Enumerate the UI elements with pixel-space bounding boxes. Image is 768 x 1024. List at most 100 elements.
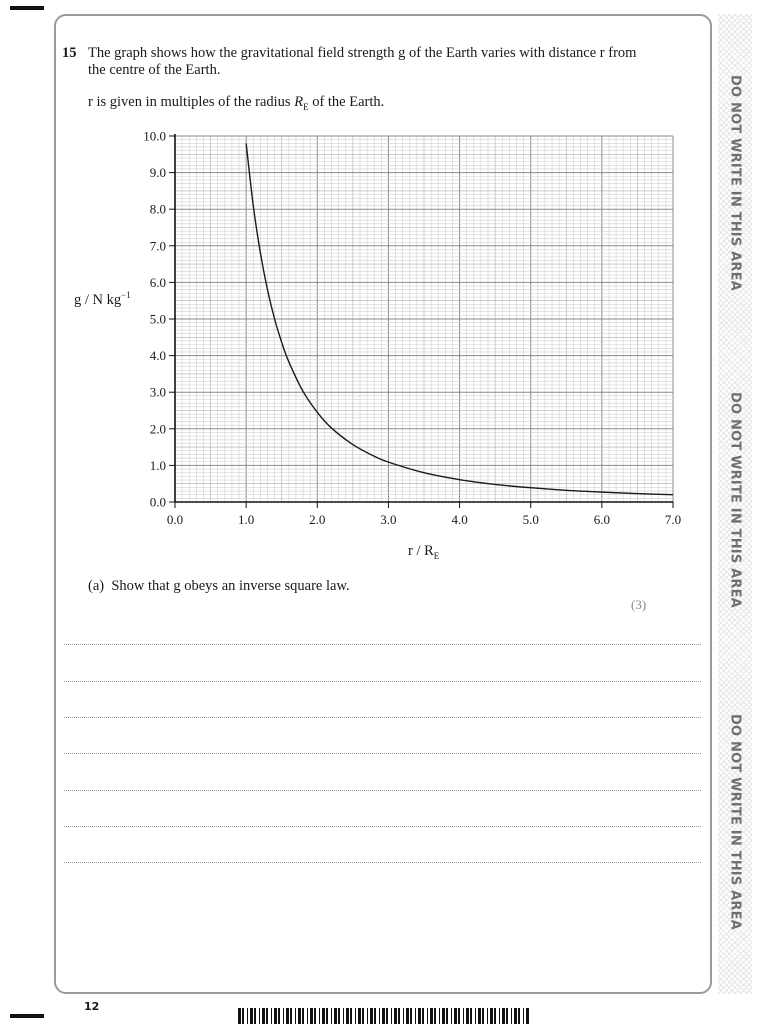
y-tick-label: 7.0 (150, 238, 166, 253)
y-tick-label: 10.0 (143, 129, 166, 144)
y-tick-label: 3.0 (150, 385, 166, 400)
x-tick-label: 0.0 (167, 512, 183, 527)
barcode-bar (391, 1008, 392, 1024)
barcode-bar (295, 1008, 296, 1024)
barcode-bar (463, 1008, 464, 1024)
question-note: r is given in multiples of the radius RE… (88, 94, 385, 112)
y-tick-label: 0.0 (150, 495, 166, 510)
answer-line[interactable] (64, 862, 701, 863)
barcode-bar (274, 1008, 277, 1024)
barcode-bar (490, 1008, 493, 1024)
barcode-bar (422, 1008, 424, 1024)
answer-line[interactable] (64, 681, 701, 682)
barcode-bar (386, 1008, 388, 1024)
chart-curve (245, 143, 674, 496)
y-tick-label: 1.0 (150, 458, 166, 473)
answer-line[interactable] (64, 790, 701, 791)
barcode-bar (370, 1008, 373, 1024)
barcode-bar (319, 1008, 320, 1024)
barcode-bar (290, 1008, 292, 1024)
barcode-bar (406, 1008, 409, 1024)
barcode-bar (526, 1008, 529, 1024)
barcode-bar (475, 1008, 476, 1024)
g-vs-r-curve (245, 143, 674, 496)
barcode-bar (283, 1008, 284, 1024)
x-tick-label: 7.0 (665, 512, 681, 527)
answer-line[interactable] (64, 753, 701, 754)
barcode-bar (259, 1008, 260, 1024)
barcode-bar (254, 1008, 256, 1024)
barcode-bar (367, 1008, 368, 1024)
y-tick-label: 8.0 (150, 202, 166, 217)
x-tick-label: 1.0 (238, 512, 254, 527)
barcode-bar (523, 1008, 524, 1024)
barcode-bar (382, 1008, 385, 1024)
barcode-bar (439, 1008, 440, 1024)
barcode-bar (278, 1008, 280, 1024)
barcode-bar (322, 1008, 325, 1024)
barcode-bar (331, 1008, 332, 1024)
answer-line[interactable] (64, 826, 701, 827)
barcode-bar (442, 1008, 445, 1024)
question-intro: The graph shows how the gravitational fi… (88, 45, 637, 78)
x-tick-label: 6.0 (594, 512, 610, 527)
x-tick-label: 3.0 (380, 512, 396, 527)
registration-mark-bottom (10, 1014, 44, 1018)
x-tick-label: 2.0 (309, 512, 325, 527)
barcode-bar (250, 1008, 253, 1024)
barcode-bar (374, 1008, 376, 1024)
y-tick-label: 4.0 (150, 348, 166, 363)
barcode-bar (379, 1008, 380, 1024)
barcode-bar (502, 1008, 505, 1024)
barcode-bar (482, 1008, 484, 1024)
y-tick-label: 5.0 (150, 312, 166, 327)
barcode-bar (427, 1008, 428, 1024)
chart-ticks: 0.0 1.0 2.0 3.0 4.0 5.0 6.0 7.0 8.0 9.0 10.0 0.0 1.0… (143, 129, 681, 528)
barcode-bar (511, 1008, 512, 1024)
barcode-bar (398, 1008, 400, 1024)
page-number: 12 (84, 1000, 100, 1013)
barcode-bar (418, 1008, 421, 1024)
y-axis-label: g / N kg−1 (74, 290, 131, 308)
barcode-bar (302, 1008, 304, 1024)
barcode (238, 1008, 529, 1024)
part-a-question: (a) Show that g obeys an inverse square … (88, 578, 350, 594)
registration-mark-top (10, 6, 44, 10)
barcode-bar (470, 1008, 472, 1024)
barcode-bar (487, 1008, 488, 1024)
answer-line[interactable] (64, 644, 701, 645)
barcode-bar (355, 1008, 356, 1024)
barcode-bar (266, 1008, 268, 1024)
barcode-bar (242, 1008, 244, 1024)
y-tick-label: 2.0 (150, 421, 166, 436)
marks-label: (3) (631, 597, 647, 612)
barcode-bar (410, 1008, 412, 1024)
barcode-bar (343, 1008, 344, 1024)
barcode-bar (334, 1008, 337, 1024)
barcode-bar (403, 1008, 404, 1024)
barcode-bar (362, 1008, 364, 1024)
chart-grid (174, 135, 674, 503)
barcode-bar (434, 1008, 436, 1024)
y-tick-label: 6.0 (150, 275, 166, 290)
barcode-bar (310, 1008, 313, 1024)
question-number: 15 (62, 45, 77, 61)
barcode-bar (466, 1008, 469, 1024)
do-not-write-notice: DO NOT WRITE IN THIS AREA (727, 714, 743, 930)
barcode-bar (499, 1008, 500, 1024)
barcode-bar (514, 1008, 517, 1024)
barcode-bar (326, 1008, 328, 1024)
barcode-bar (338, 1008, 340, 1024)
y-tick-label: 9.0 (150, 165, 166, 180)
barcode-bar (451, 1008, 452, 1024)
barcode-bar (346, 1008, 349, 1024)
barcode-bar (350, 1008, 352, 1024)
barcode-bar (262, 1008, 265, 1024)
barcode-bar (454, 1008, 457, 1024)
barcode-bar (247, 1008, 248, 1024)
barcode-bar (307, 1008, 308, 1024)
answer-line[interactable] (64, 717, 701, 718)
barcode-bar (518, 1008, 520, 1024)
barcode-bar (286, 1008, 289, 1024)
barcode-bar (415, 1008, 416, 1024)
